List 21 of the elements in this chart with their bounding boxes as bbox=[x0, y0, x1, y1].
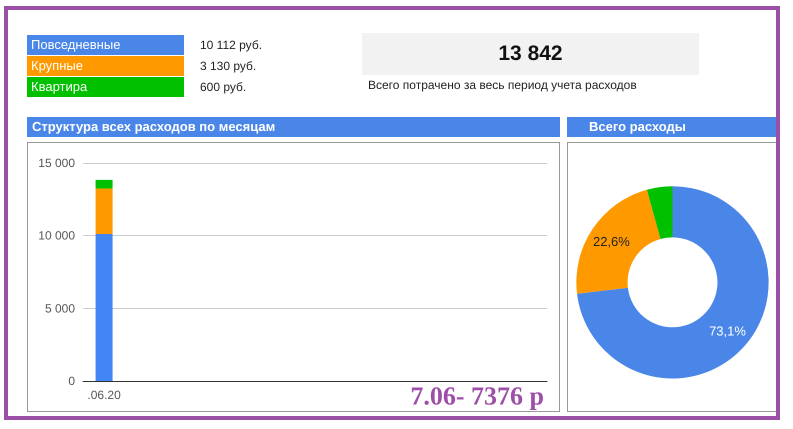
text: 600 руб. bbox=[200, 80, 246, 94]
text: 10 112 руб. bbox=[200, 38, 262, 52]
x-tick-label: .06.20 bbox=[87, 388, 122, 402]
y-tick-label: 10 000 bbox=[38, 228, 76, 243]
chart-title: Всего расходы bbox=[567, 117, 780, 137]
y-tick-label: 0 bbox=[68, 374, 76, 388]
y-tick-label: 15 000 bbox=[38, 156, 76, 170]
bar bbox=[96, 234, 113, 381]
text: 3 130 руб. bbox=[200, 59, 256, 73]
category-label: Крупные bbox=[27, 56, 184, 76]
category-label: Повседневные bbox=[27, 35, 184, 55]
data-label: 22,6% bbox=[592, 234, 630, 249]
text: 13 842 bbox=[362, 33, 699, 75]
bar bbox=[96, 188, 113, 234]
data-label: 73,1% bbox=[709, 324, 746, 339]
bar bbox=[96, 180, 113, 189]
category-label: Квартира bbox=[27, 77, 184, 97]
y-tick-label: 5 000 bbox=[44, 301, 76, 316]
text: 7.06- 7376 р bbox=[410, 382, 544, 410]
text: Всего потрачено за весь период учета расходов bbox=[368, 78, 637, 92]
chart-title: Структура всех расходов по месяцам bbox=[27, 117, 560, 137]
